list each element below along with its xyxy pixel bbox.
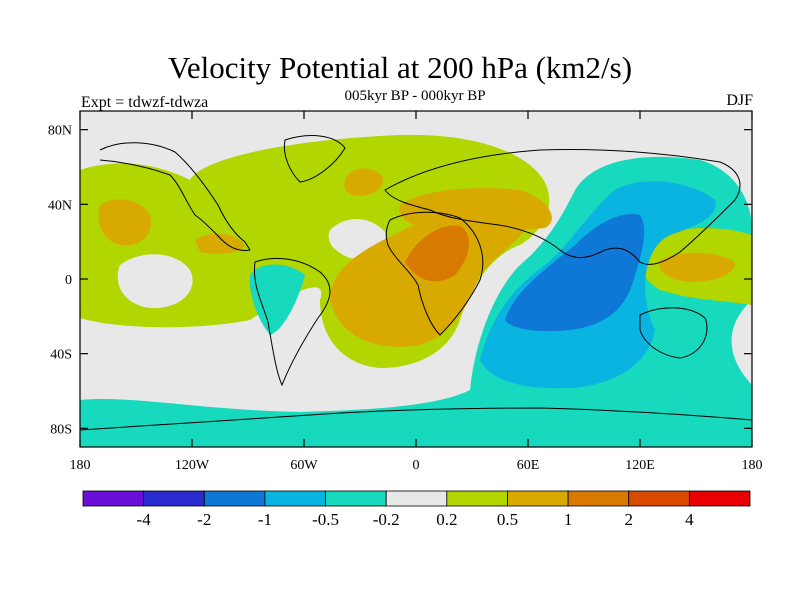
coast-antarctica xyxy=(80,407,752,431)
lon-tick-label: 180 xyxy=(70,458,91,473)
colorbar-swatch xyxy=(82,490,145,507)
lat-tick-label: 80N xyxy=(48,124,72,139)
colorbar-swatch xyxy=(143,490,205,507)
latitude-axis: 80N 40N 0 40S 80S xyxy=(48,124,752,437)
colorbar-swatch xyxy=(628,490,690,507)
colorbar-swatch xyxy=(385,490,448,507)
colorbar-label: 0.5 xyxy=(497,510,518,529)
colorbar-label: -0.5 xyxy=(312,510,339,529)
colorbar-label: -1 xyxy=(258,510,272,529)
field-pos-west-pacific xyxy=(98,199,151,246)
lat-tick-label: 40N xyxy=(48,198,72,213)
chart-title: Velocity Potential at 200 hPa (km2/s) xyxy=(167,50,633,85)
field-mod-pos-east-pacific xyxy=(659,252,735,282)
coast-south-america xyxy=(253,257,331,387)
lon-tick-label: 0 xyxy=(413,458,420,473)
colorbar-swatch xyxy=(446,490,508,507)
lon-tick-label: 60E xyxy=(517,458,540,473)
field-pos-arctic xyxy=(344,168,384,196)
field-neg-andes xyxy=(249,264,305,335)
field-pos-europe xyxy=(399,188,552,230)
experiment-label: Expt = tdwzf-tdwza xyxy=(81,94,209,111)
lat-tick-label: 40S xyxy=(50,348,72,363)
lat-tick-label: 80S xyxy=(50,422,72,437)
lon-tick-label: 60W xyxy=(290,458,318,473)
colorbar: -4 -2 -1 -0.5 -0.2 0.2 0.5 1 2 4 xyxy=(82,490,751,529)
colorbar-label: -0.2 xyxy=(373,510,400,529)
chart-subtitle: 005kyr BP - 000kyr BP xyxy=(344,88,486,104)
colorbar-label: 4 xyxy=(685,510,694,529)
lon-tick-label: 120W xyxy=(175,458,210,473)
colorbar-label: -4 xyxy=(137,510,152,529)
coast-eurasia xyxy=(384,149,741,265)
field-pos-gulf xyxy=(195,233,245,254)
lon-tick-label: 120E xyxy=(625,458,655,473)
colorbar-label: 1 xyxy=(564,510,573,529)
longitude-axis: 180 120W 60W 0 60E 120E 180 xyxy=(70,111,763,473)
field-neutral-pacific-gap xyxy=(117,254,193,309)
coast-north-america xyxy=(99,142,251,251)
coast-africa xyxy=(385,211,484,336)
colorbar-label: 2 xyxy=(624,510,633,529)
lat-tick-label: 0 xyxy=(65,273,72,288)
velocity-potential-field xyxy=(80,111,752,447)
lon-tick-label: 180 xyxy=(742,458,763,473)
colorbar-swatch xyxy=(507,490,569,507)
colorbar-swatch xyxy=(325,490,387,507)
field-strong-pos-africa xyxy=(405,225,470,282)
colorbar-label: 0.2 xyxy=(436,510,457,529)
coastlines xyxy=(80,135,752,431)
colorbar-swatch xyxy=(567,490,630,507)
colorbar-swatch xyxy=(264,490,326,507)
season-label: DJF xyxy=(726,92,753,109)
coast-greenland xyxy=(283,135,346,183)
colorbar-swatch xyxy=(203,490,266,507)
field-strong-neg-indopacific xyxy=(505,214,645,332)
colorbar-label: -2 xyxy=(197,510,211,529)
colorbar-swatch xyxy=(688,490,751,507)
coast-australia xyxy=(639,307,708,359)
